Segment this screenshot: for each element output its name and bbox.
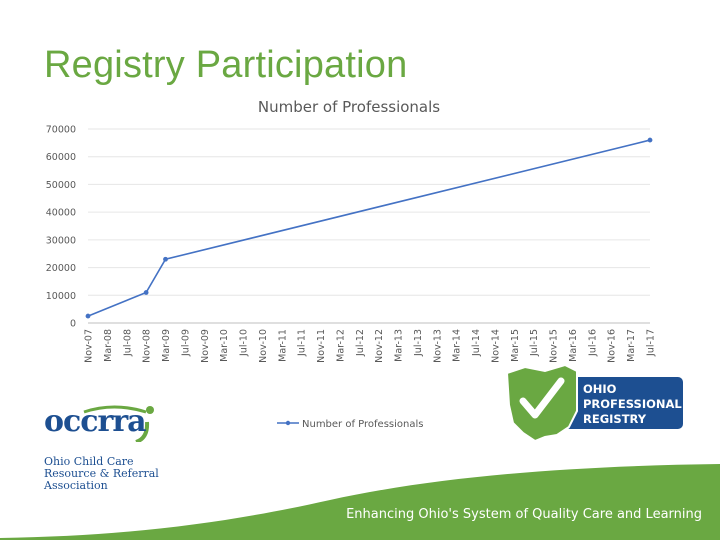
x-tick-label: Jul-09 xyxy=(180,329,191,357)
x-tick-label: Nov-13 xyxy=(432,329,443,363)
x-tick-label: Jul-10 xyxy=(239,329,250,357)
x-tick-label: Jul-15 xyxy=(529,329,540,357)
x-tick-label: Mar-09 xyxy=(161,329,172,362)
x-tick-label: Nov-10 xyxy=(258,329,269,363)
x-tick-label: Mar-16 xyxy=(568,329,579,362)
x-tick-label: Jul-16 xyxy=(587,329,598,357)
occrra-wordmark-text: occrra xyxy=(44,404,147,439)
y-tick-label: 50000 xyxy=(46,180,76,191)
y-tick-label: 40000 xyxy=(46,208,76,219)
chart-title: Number of Professionals xyxy=(258,98,440,116)
y-tick-label: 10000 xyxy=(46,291,76,302)
data-point xyxy=(647,137,653,143)
registry-badge-background xyxy=(565,377,683,429)
occrra-subtitle: Ohio Child Care Resource & Referral Asso… xyxy=(44,455,159,492)
x-tick-label: Mar-10 xyxy=(219,329,230,362)
x-tick-label: Nov-12 xyxy=(374,329,385,363)
y-tick-label: 60000 xyxy=(46,152,76,163)
ohio-registry-logo xyxy=(505,365,683,443)
series-line xyxy=(87,139,651,317)
page-title: Registry Participation xyxy=(44,44,408,86)
occrra-wordmark: occrra xyxy=(44,402,184,442)
chart-series xyxy=(85,137,653,319)
checkmark-icon xyxy=(519,377,565,419)
occrra-logo: occrra Ohio Child Care Resource & Referr… xyxy=(44,402,184,492)
x-tick-label: Mar-14 xyxy=(452,329,463,362)
x-tick-label: Mar-13 xyxy=(394,329,405,362)
data-point xyxy=(85,313,91,319)
chart-legend: Number of Professionals xyxy=(277,419,423,430)
legend-point-marker xyxy=(285,420,291,426)
y-tick-label: 70000 xyxy=(46,125,76,136)
legend-label: Number of Professionals xyxy=(302,419,423,430)
chart-gridlines xyxy=(88,128,650,324)
y-tick-label: 30000 xyxy=(46,235,76,246)
x-tick-label: Nov-08 xyxy=(142,329,153,363)
x-tick-label: Mar-15 xyxy=(510,329,521,362)
x-tick-label: Mar-17 xyxy=(626,329,637,362)
registry-logo-text: OHIO PROFESSIONAL REGISTRY xyxy=(583,382,682,426)
x-axis-ticks: Nov-07 Mar-08 Jul-08 Nov-08 Mar-09 Jul-09 Nov-… xyxy=(84,329,657,363)
x-tick-label: Nov-14 xyxy=(490,329,501,363)
data-point xyxy=(163,256,168,262)
footer-wave xyxy=(0,464,720,540)
data-point xyxy=(143,290,149,295)
x-tick-label: Jul-12 xyxy=(355,329,366,357)
x-tick-label: Mar-12 xyxy=(335,329,346,362)
x-tick-label: Nov-16 xyxy=(607,329,618,363)
x-tick-label: Nov-11 xyxy=(316,329,327,363)
x-tick-label: Nov-07 xyxy=(84,329,95,363)
y-axis-ticks: 0 10000 20000 30000 40000 50000 60000 70000 xyxy=(46,125,76,330)
x-tick-label: Nov-09 xyxy=(200,329,211,363)
x-tick-label: Jul-13 xyxy=(413,329,424,357)
x-tick-label: Mar-08 xyxy=(103,329,114,362)
occrra-swoosh-icon xyxy=(83,405,154,442)
x-tick-label: Jul-14 xyxy=(471,329,482,357)
x-tick-label: Mar-11 xyxy=(277,329,288,362)
x-tick-label: Jul-08 xyxy=(122,329,133,357)
x-tick-label: Nov-15 xyxy=(549,329,560,363)
footer-tagline: Enhancing Ohio's System of Quality Care … xyxy=(346,507,702,522)
y-tick-label: 0 xyxy=(70,319,76,330)
x-tick-label: Jul-11 xyxy=(297,329,308,357)
x-tick-label: Jul-17 xyxy=(646,329,657,357)
line-chart: Number of Professionals 0 10000 20000 30000… xyxy=(46,98,657,430)
y-tick-label: 20000 xyxy=(46,263,76,274)
